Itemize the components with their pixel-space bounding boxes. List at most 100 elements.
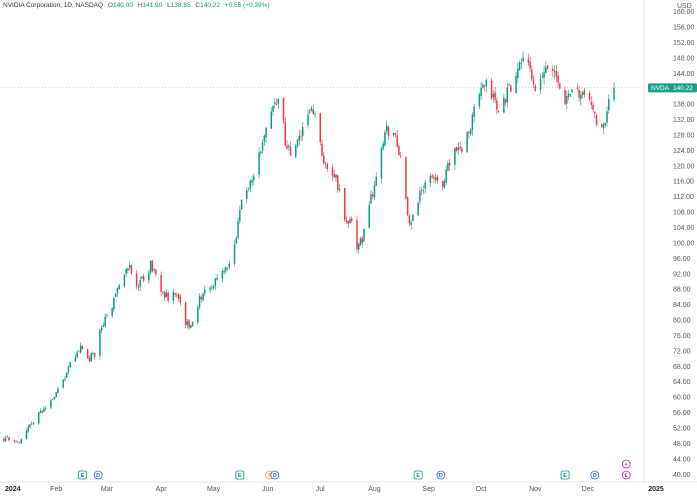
close-key: C [195,2,200,9]
time-tick-label: Apr [156,486,168,493]
candle-body [174,293,176,295]
low-key: L [167,2,171,9]
candle-body [494,92,496,100]
price-tick-label: 116.00 [673,179,694,186]
candle [343,187,346,222]
candle [114,292,117,298]
candle-body [286,145,288,149]
candle-body [179,296,182,303]
price-tick-label: 160.00 [673,9,695,16]
price-axis[interactable]: USD 160.00156.00152.00148.00144.00140.00… [643,0,695,482]
candle-body [263,135,266,142]
candle [64,375,66,382]
candle-body [258,152,260,175]
candle-body [25,430,28,439]
candle [275,98,278,106]
price-tick-label: 52.00 [673,426,691,433]
candle [398,143,400,156]
candle [581,90,584,99]
event-dividend-marker[interactable]: D [93,470,103,480]
candle [172,288,175,305]
price-tick-label: 60.00 [673,395,691,402]
candle-body [148,272,150,281]
candle-body [249,180,252,189]
candle-body [420,190,423,192]
candle [165,289,168,298]
event-label: E [416,473,420,479]
candle-body [592,104,594,110]
price-tick-label: 148.00 [673,55,695,62]
last-price-tag: NVDA 140.22 [648,83,697,93]
candle [153,268,155,274]
price-tick-label: 64.00 [673,379,691,386]
event-label: D [593,473,597,479]
time-tick-label: Feb [50,486,62,493]
candle [106,314,108,319]
candle-body [247,188,250,190]
candle [253,173,255,186]
candle-body [406,197,409,216]
event-earnings-marker[interactable]: E [235,470,245,480]
candle [29,424,31,429]
candle-body [204,289,206,294]
candle-body [517,68,519,79]
candle-body [30,423,33,425]
candle [212,284,215,290]
event-earnings-marker[interactable]: E [560,470,570,480]
candle [482,83,484,89]
candle-body [302,126,304,136]
candle-body [312,109,314,115]
candle [237,217,239,240]
candle [177,293,180,302]
candle-body [53,397,56,400]
candle-body [151,260,154,272]
candle [506,83,509,108]
candle [490,77,493,100]
candle [566,90,568,109]
candle [373,180,376,200]
candle [190,324,192,329]
candle-body [190,325,192,328]
candle-body [18,442,21,444]
candle-body [454,147,456,166]
time-axis[interactable]: 2024 Feb Mar Apr May Jun Jul Aug Sep Oct Nov Dec 202… [0,481,697,493]
candle [459,141,461,152]
event-event-marker[interactable]: £ [621,470,631,480]
time-tick-label: Oct [476,486,487,493]
event-badge [590,470,600,480]
candle [8,436,10,442]
candle [518,60,521,71]
candle [142,273,145,283]
candle-body [76,352,78,358]
event-earnings-marker[interactable]: E [413,470,423,480]
candle [553,65,556,79]
candle [357,242,360,254]
time-tick-label: Nov [529,486,542,493]
candle-body [277,98,280,104]
candle [202,292,204,302]
event-dividend-marker[interactable]: D [270,470,280,480]
candle-body [298,135,301,141]
candle [578,85,580,103]
candle [209,286,211,294]
candle [546,64,549,70]
candle [345,216,348,224]
event-event-marker[interactable]: + [621,459,631,469]
candle-body [518,62,521,70]
candle [179,294,182,306]
candle [405,156,407,201]
event-dividend-marker[interactable]: D [590,470,600,480]
event-earnings-marker[interactable]: E [78,470,87,480]
candle [62,379,64,389]
candle [141,276,143,280]
candle-body [239,209,241,222]
candle [188,319,190,330]
candle [335,173,337,182]
candle [338,184,341,193]
candle-body [246,190,248,199]
candle [592,100,594,113]
candle-body [471,114,474,131]
event-dividend-marker[interactable]: D [436,470,446,480]
candle [324,161,327,169]
